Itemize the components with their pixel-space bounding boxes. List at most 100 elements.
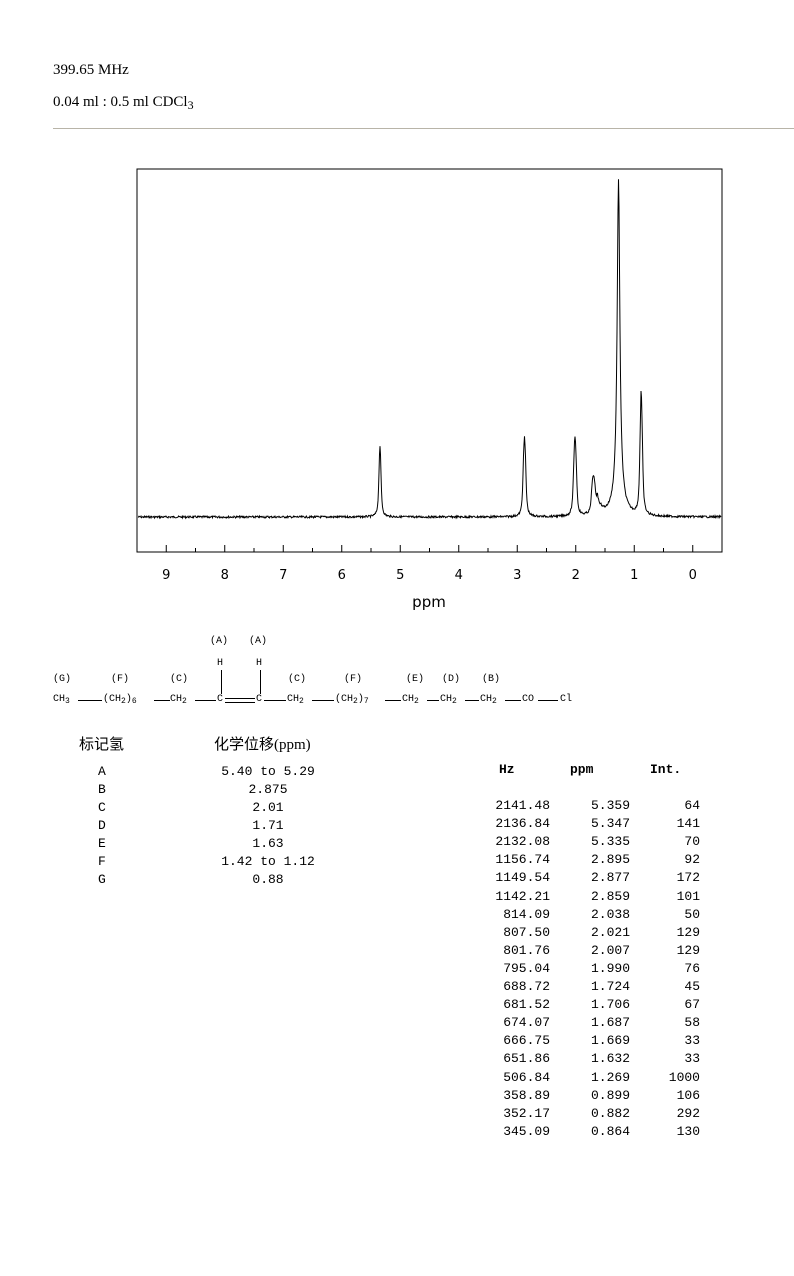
assignment-label: C <box>98 800 106 815</box>
peak-ppm: 2.895 <box>590 852 630 868</box>
ch2-e-text: CH <box>402 694 415 705</box>
peak-int: 101 <box>676 888 700 904</box>
assignment-shift: 2.875 <box>248 782 288 797</box>
bond-6 <box>385 700 401 701</box>
bond-10 <box>538 700 558 701</box>
structural-formula: (A) (A) H H (G) (F) (C) (C) (F) (E) (D) … <box>50 636 650 716</box>
ch2-7-sub: 2 <box>353 697 358 706</box>
x-tick-label: 9 <box>162 568 170 583</box>
bond-9 <box>505 700 521 701</box>
x-axis-ticks <box>136 545 723 552</box>
assignment-shift: 2.01 <box>252 800 284 815</box>
peak-ppm: 1.724 <box>590 979 630 994</box>
peak-ppm: 0.882 <box>590 1105 630 1121</box>
bond-5 <box>312 700 334 701</box>
group-cl: Cl <box>560 694 573 705</box>
label-d: (D) <box>442 674 461 685</box>
assignment-header-shift: 化学位移(ppm) <box>214 737 311 753</box>
ch2-6-close: ) <box>125 694 132 705</box>
peak-ppm: 1.269 <box>590 1069 630 1085</box>
assignment-label: E <box>98 836 106 851</box>
peak-hz: 666.75 <box>503 1033 550 1049</box>
peak-int: 129 <box>676 924 700 940</box>
ch2-c1-text: CH <box>170 694 183 705</box>
peak-hz: 1156.74 <box>495 852 550 868</box>
x-axis-label: ppm <box>412 593 446 611</box>
peak-header-int: Int. <box>650 762 682 777</box>
assignment-shift: 5.40 to 5.29 <box>221 764 315 779</box>
peak-hz: 345.09 <box>503 1123 550 1139</box>
peak-hz: 1149.54 <box>495 870 550 886</box>
peak-ppm: 1.706 <box>590 997 630 1013</box>
peak-int: 33 <box>684 1033 700 1049</box>
peak-ppm: 2.877 <box>590 870 630 886</box>
group-ch2-e: CH2 <box>402 694 419 708</box>
group-ch2-c2: CH2 <box>287 694 304 708</box>
label-f2: (F) <box>344 674 363 685</box>
peak-int: 67 <box>684 997 700 1013</box>
peak-int: 292 <box>676 1105 700 1121</box>
assignment-shift: 1.42 to 1.12 <box>221 854 315 869</box>
x-tick-label: 4 <box>455 568 463 583</box>
ch2-6-text: (CH <box>103 694 122 705</box>
hydrogen-2: H <box>256 658 263 669</box>
peak-int: 172 <box>676 870 700 886</box>
bond-3 <box>195 700 216 701</box>
ch2-b-text: CH <box>480 694 493 705</box>
assignment-header-label: 标记氢 <box>79 737 125 753</box>
peak-hz: 681.52 <box>503 997 550 1013</box>
x-tick-label: 5 <box>396 568 404 583</box>
label-a1: (A) <box>210 636 229 647</box>
group-co: CO <box>522 694 535 705</box>
ch2-6-count: 6 <box>131 697 137 706</box>
group-ch2-6: (CH2)6 <box>103 694 137 708</box>
peak-hz: 807.50 <box>503 924 550 940</box>
group-ch2-d: CH2 <box>440 694 457 708</box>
double-bond-top <box>225 698 255 699</box>
sample-concentration: 0.04 ml : 0.5 ml CDCl3 <box>53 94 194 112</box>
group-ch3: CH3 <box>53 694 70 708</box>
peak-int: 106 <box>676 1087 700 1103</box>
x-tick-label: 7 <box>279 568 287 583</box>
peak-int: 45 <box>684 979 700 994</box>
ch2-b-sub: 2 <box>492 697 497 706</box>
peak-int: 1000 <box>668 1069 700 1085</box>
sample-subscript: 3 <box>187 98 194 112</box>
peak-hz: 688.72 <box>503 979 550 994</box>
peak-hz: 674.07 <box>503 1015 550 1031</box>
peak-ppm: 2.038 <box>590 906 630 922</box>
assignment-label: A <box>98 764 106 779</box>
assignment-label: B <box>98 782 106 797</box>
ch2-7-count: 7 <box>363 697 369 706</box>
x-tick-label: 1 <box>630 568 638 583</box>
peak-ppm: 1.632 <box>590 1051 630 1067</box>
x-tick-label: 6 <box>338 568 346 583</box>
bond-8 <box>465 700 479 701</box>
sample-text: 0.04 ml : 0.5 ml CDCl <box>53 94 188 110</box>
x-tick-label: 0 <box>689 568 697 583</box>
peak-int: 50 <box>684 906 700 922</box>
peak-int: 64 <box>684 798 700 813</box>
peak-ppm: 2.021 <box>590 924 630 940</box>
peak-int: 130 <box>676 1123 700 1139</box>
peak-hz: 814.09 <box>503 906 550 922</box>
label-c2: (C) <box>288 674 307 685</box>
ch2-c2-sub: 2 <box>299 697 304 706</box>
ch2-d-sub: 2 <box>452 697 457 706</box>
assignment-shift: 1.71 <box>252 818 284 833</box>
ch2-d-text: CH <box>440 694 453 705</box>
peak-int: 76 <box>684 960 700 976</box>
peak-hz: 2132.08 <box>495 834 550 850</box>
ch2-c2-text: CH <box>287 694 300 705</box>
assignment-shift: 1.63 <box>252 836 284 851</box>
peak-ppm: 5.335 <box>590 834 630 850</box>
ch2-7-text: (CH <box>335 694 354 705</box>
peak-int: 129 <box>676 942 700 958</box>
peak-ppm: 0.899 <box>590 1087 630 1103</box>
plot-frame <box>136 168 723 553</box>
x-axis-tick-labels: 9 8 7 6 5 4 3 2 1 0 <box>162 568 697 583</box>
group-ch2-7: (CH2)7 <box>335 694 369 708</box>
peak-hz: 2141.48 <box>495 798 550 813</box>
peak-header-ppm: ppm <box>570 762 594 777</box>
peak-ppm: 1.687 <box>590 1015 630 1031</box>
